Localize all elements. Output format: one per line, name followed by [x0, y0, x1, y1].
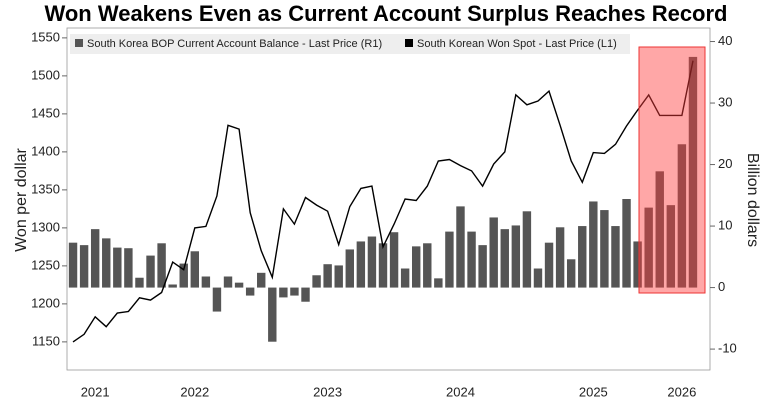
y-tick-label: 1150	[32, 333, 60, 348]
bar	[268, 287, 277, 342]
bar	[489, 217, 498, 288]
bar	[190, 251, 200, 288]
bar	[234, 282, 244, 288]
y-axis-title: Won per dollar	[13, 147, 30, 251]
bar	[367, 236, 377, 288]
bar	[290, 287, 299, 296]
x-tick-label: 2022	[180, 384, 209, 399]
bar	[345, 249, 354, 288]
bar	[301, 287, 310, 302]
y2-tick-label: 30	[718, 94, 732, 109]
bar	[644, 207, 653, 288]
bar	[312, 275, 321, 288]
bar	[467, 231, 476, 288]
y-tick-label: 1400	[31, 143, 60, 158]
bar	[622, 199, 631, 288]
bar	[201, 276, 211, 288]
bar	[157, 243, 166, 288]
bar	[378, 243, 388, 288]
bar	[434, 278, 443, 288]
bar	[68, 242, 78, 288]
bar	[688, 56, 698, 288]
legend-swatch	[75, 39, 83, 47]
bar	[400, 268, 410, 288]
bar	[555, 227, 565, 288]
y-tick-label: 1250	[31, 257, 60, 272]
y2-tick-label: 40	[718, 33, 732, 48]
bar	[511, 225, 521, 288]
y-tick-label: 1450	[31, 105, 60, 120]
bar	[146, 255, 155, 288]
bar	[323, 264, 332, 288]
y2-axis-title: Billion dollars	[744, 153, 761, 247]
bar	[245, 287, 255, 296]
bar	[124, 248, 133, 288]
bar	[544, 242, 554, 288]
legend-label: South Korea BOP Current Account Balance …	[87, 38, 382, 50]
y-tick-label: 1550	[31, 29, 60, 44]
bar	[633, 241, 642, 288]
bar	[257, 272, 266, 288]
plot-frame	[66, 27, 711, 371]
bar	[600, 210, 609, 288]
x-tick-label: 2026	[667, 384, 696, 399]
bar	[677, 144, 687, 288]
y2-tick-label: 20	[718, 156, 732, 171]
bar	[478, 245, 487, 288]
bar	[179, 263, 188, 288]
bar	[168, 284, 177, 288]
legend-swatch	[405, 39, 413, 47]
bar	[566, 259, 576, 288]
legend-box	[70, 34, 630, 54]
bar	[356, 241, 366, 288]
x-tick-label: 2025	[579, 384, 608, 399]
bar	[90, 229, 100, 288]
x-tick-label: 2024	[446, 384, 475, 399]
bar	[500, 229, 509, 288]
bar	[389, 232, 399, 288]
bar	[423, 243, 432, 288]
bar	[411, 246, 421, 288]
y2-tick-label: 10	[718, 218, 732, 233]
bar	[79, 245, 89, 288]
bar	[135, 277, 144, 288]
line	[72, 60, 694, 343]
y2-tick-label: 0	[718, 279, 725, 294]
bar	[578, 226, 587, 288]
y-tick-label: 1350	[31, 181, 60, 196]
y-tick-label: 1500	[31, 67, 60, 82]
bar	[334, 265, 343, 288]
bar	[113, 247, 122, 288]
highlight-box	[638, 46, 706, 294]
plot-area: 1150 1200 1250 1300 1350 1400 1450 1500 1550 -10 0…	[31, 29, 737, 399]
bar	[589, 201, 598, 288]
y-tick-label: 1300	[31, 219, 60, 234]
y-tick-label: 1200	[31, 295, 60, 310]
bar	[522, 211, 532, 288]
legend-label: South Korean Won Spot - Last Price (L1)	[417, 38, 617, 50]
bar	[533, 268, 543, 288]
bar	[279, 287, 288, 298]
y2-tick-label: -10	[718, 341, 737, 356]
x-tick-label: 2023	[313, 384, 342, 399]
chart-title: Won Weakens Even as Current Account Surp…	[44, 1, 727, 26]
bar	[456, 206, 465, 288]
bar	[445, 231, 454, 288]
bar	[666, 205, 676, 288]
x-tick-label: 2021	[81, 384, 110, 399]
bar	[223, 276, 233, 288]
bar	[655, 171, 664, 288]
bar	[212, 287, 222, 312]
bar	[611, 226, 620, 288]
bar	[102, 238, 111, 288]
